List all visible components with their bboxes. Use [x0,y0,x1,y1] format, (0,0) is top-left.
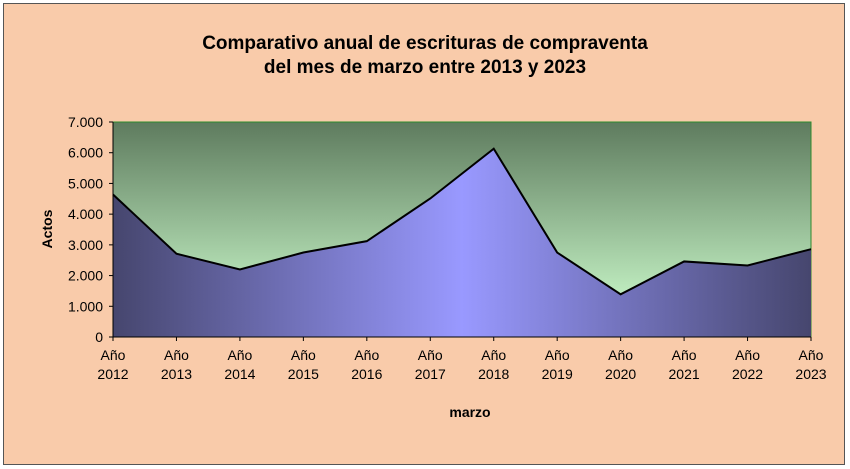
x-tick-label: 2015 [288,366,319,382]
x-tick-label: Año [672,347,697,363]
x-axis-label: marzo [449,404,490,420]
series-area [113,148,811,337]
x-tick-label: 2014 [224,366,255,382]
x-tick-label: Año [354,347,379,363]
x-tick-label: Año [101,347,126,363]
x-tick-label: 2018 [478,366,509,382]
chart-title: Comparativo anual de escrituras de compr… [0,32,850,80]
x-tick-label: Año [481,347,506,363]
y-tick-label: 3.000 [68,237,103,253]
x-tick-label: 2017 [415,366,446,382]
x-tick-label: 2016 [351,366,382,382]
x-tick-label: Año [608,347,633,363]
title-line-1: Comparativo anual de escrituras de compr… [202,33,648,54]
x-tick-label: 2019 [542,366,573,382]
y-tick-label: 1.000 [68,298,103,314]
y-tick-label: 4.000 [68,206,103,222]
x-tick-label: Año [735,347,760,363]
y-tick-label: 6.000 [68,145,103,161]
y-tick-label: 7.000 [68,114,103,130]
y-tick-label: 5.000 [68,175,103,191]
x-tick-label: 2020 [605,366,636,382]
x-tick-label: Año [545,347,570,363]
series-line [112,147,812,296]
x-tick-label: 2013 [161,366,192,382]
x-tick-label: Año [227,347,252,363]
title-line-2: del mes de marzo entre 2013 y 2023 [263,57,587,78]
x-tick-label: Año [164,347,189,363]
x-tick-label: Año [418,347,443,363]
y-axis-label: Actos [39,209,55,248]
x-tick-label: 2023 [795,366,826,382]
x-tick-label: 2022 [732,366,763,382]
x-tick-label: 2012 [97,366,128,382]
x-tick-label: Año [291,347,316,363]
x-tick-label: 2021 [669,366,700,382]
x-tick-label: Año [799,347,824,363]
y-tick-label: 2.000 [68,268,103,284]
y-tick-label: 0 [95,329,103,345]
